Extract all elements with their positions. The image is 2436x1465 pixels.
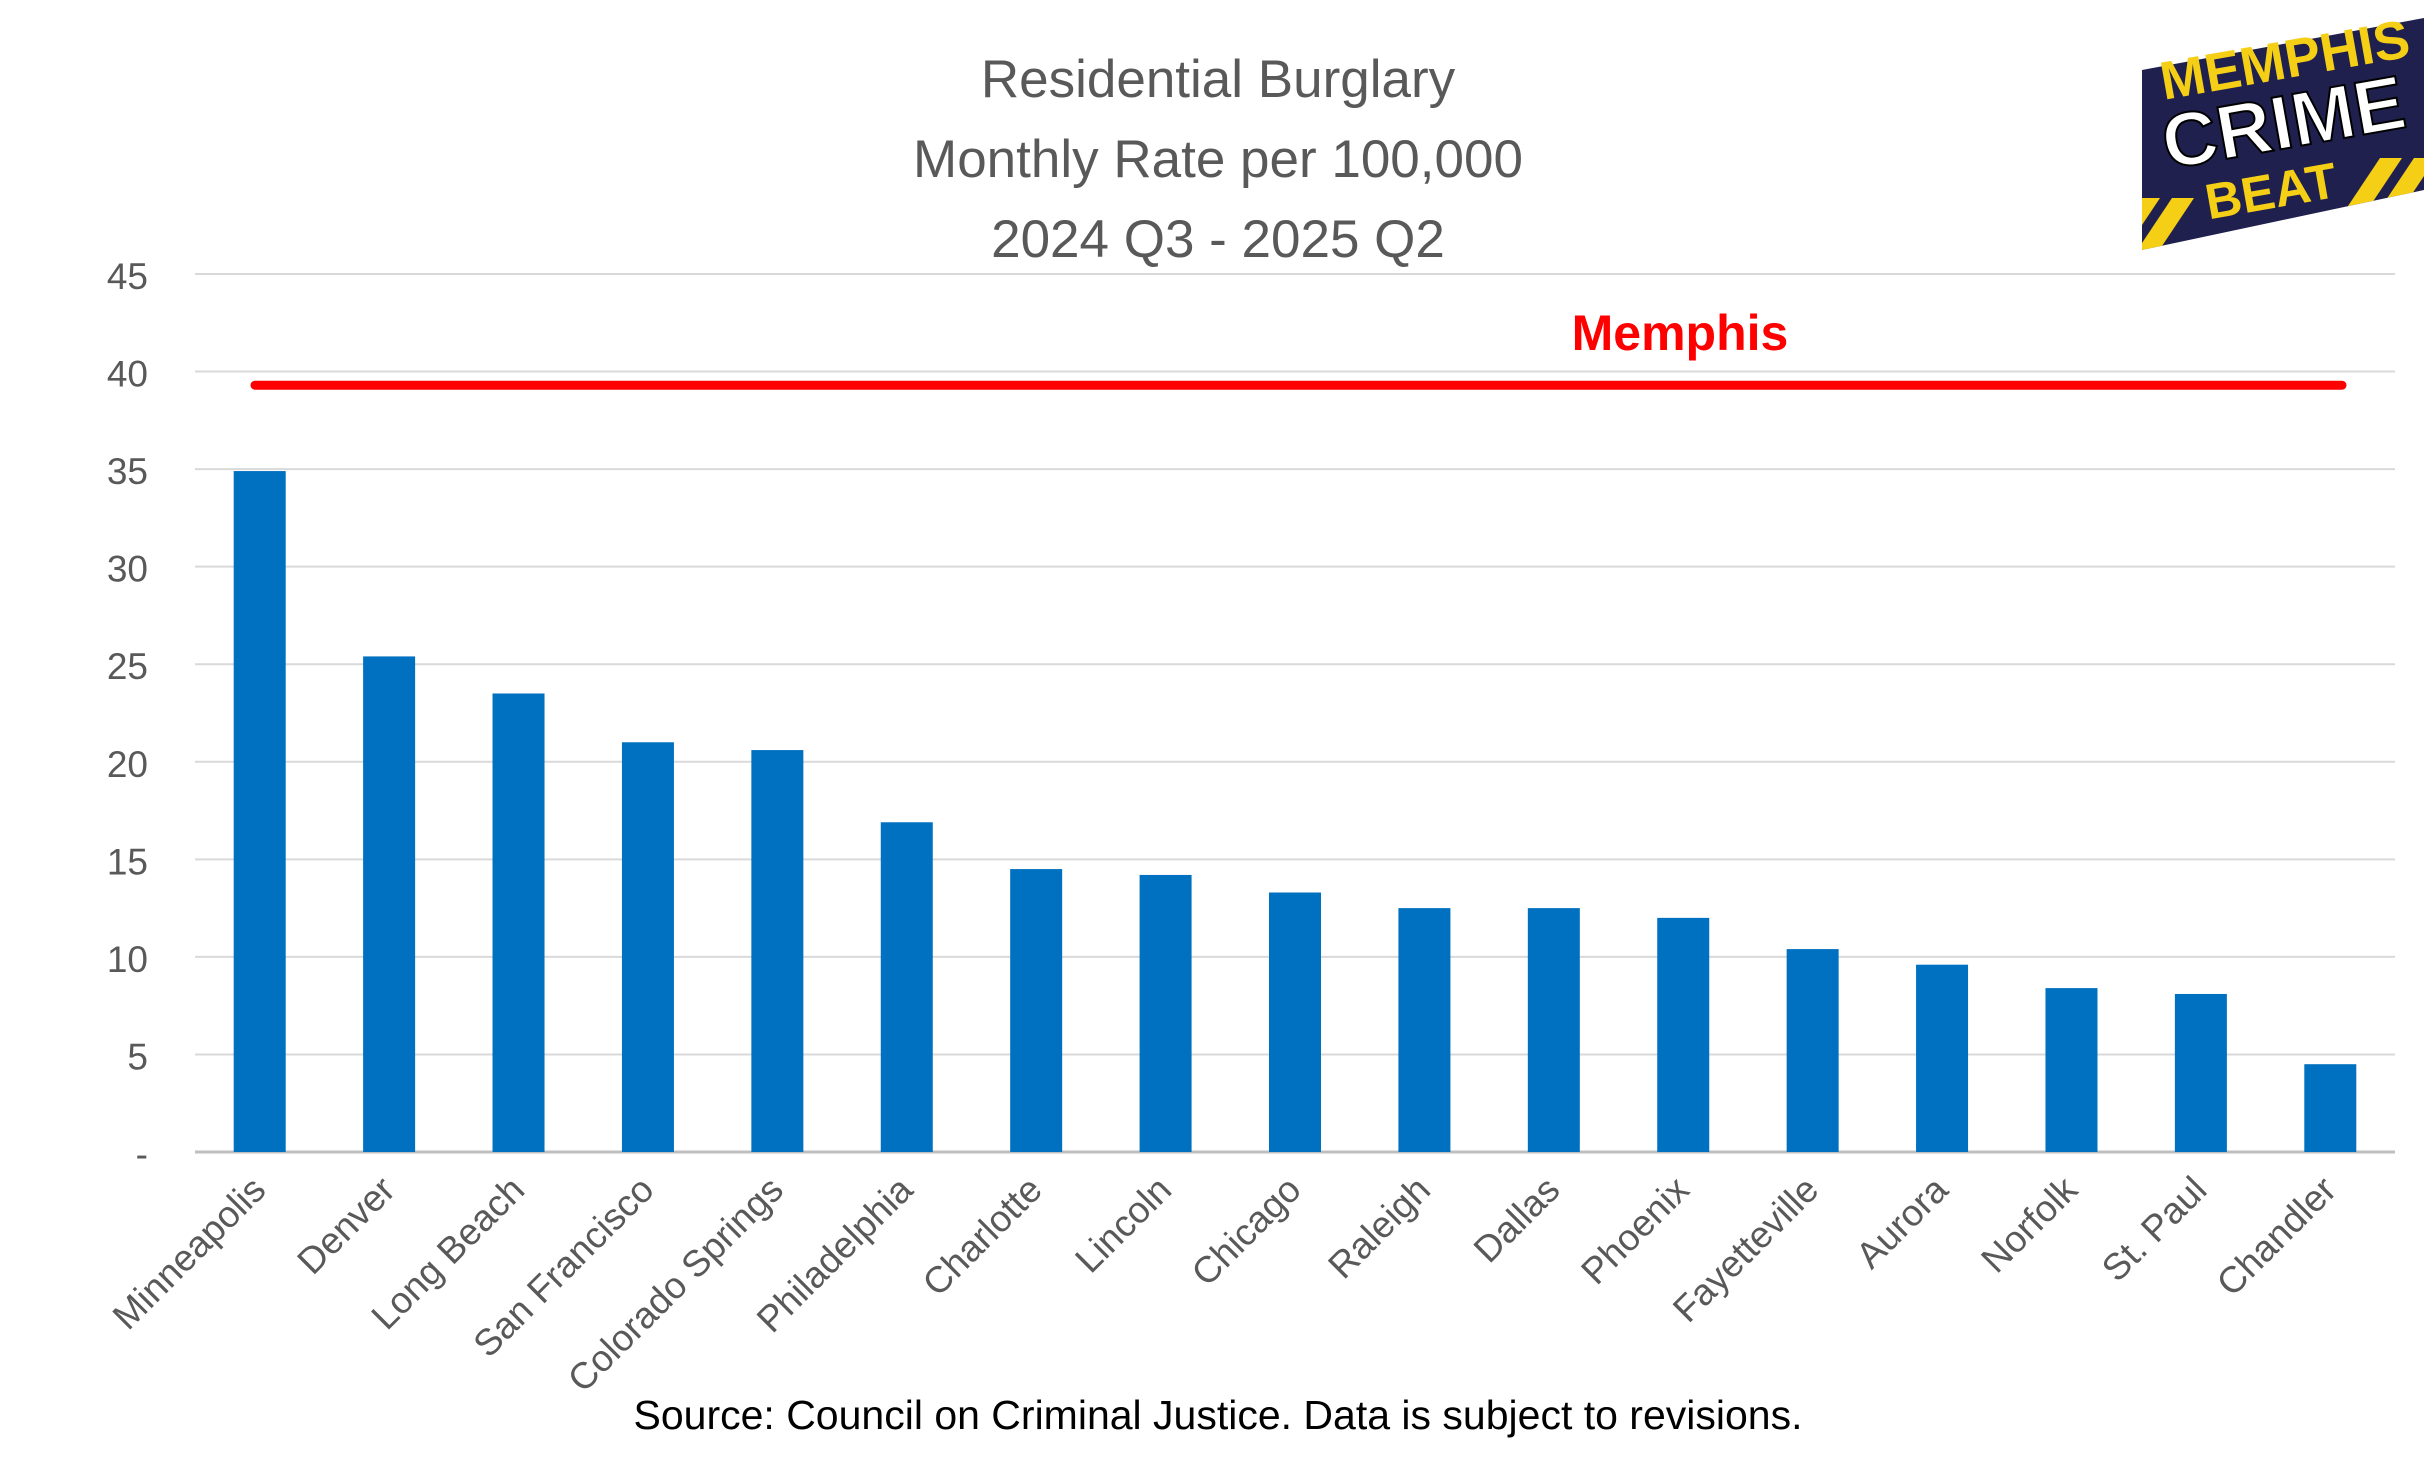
- bar-raleigh: [1398, 908, 1451, 1152]
- chart-title: Residential Burglary Monthly Rate per 10…: [0, 40, 2436, 280]
- y-tick-label: 45: [107, 256, 148, 297]
- x-tick-label: Denver: [289, 1169, 402, 1282]
- bar-lincoln: [1139, 874, 1192, 1152]
- x-tick-label: Aurora: [1848, 1168, 1956, 1276]
- x-tick-label: Norfolk: [1973, 1168, 2085, 1280]
- bar-minneapolis: [233, 471, 286, 1152]
- y-tick-label: 25: [107, 646, 148, 687]
- y-tick-label: 15: [107, 841, 148, 882]
- chart-title-line-1: Residential Burglary: [980, 50, 1456, 109]
- bar-phoenix: [1657, 917, 1710, 1152]
- x-tick-label: Dallas: [1466, 1169, 1568, 1271]
- gridlines: [195, 273, 2395, 1154]
- x-tick-label: Lincoln: [1067, 1169, 1179, 1281]
- y-tick-label: -: [136, 1134, 148, 1175]
- x-tick-label: Minneapolis: [105, 1169, 274, 1338]
- y-tick-label: 30: [107, 549, 148, 590]
- x-tick-label: Colorado Springs: [560, 1169, 791, 1400]
- bar-san-francisco: [621, 742, 674, 1152]
- bar-norfolk: [2045, 988, 2098, 1152]
- bar-long-beach: [492, 693, 545, 1152]
- chart-title-line-3: 2024 Q3 - 2025 Q2: [991, 210, 1445, 269]
- bar-aurora: [1916, 964, 1969, 1152]
- x-tick-label: Chicago: [1184, 1169, 1309, 1294]
- x-tick-label: Raleigh: [1320, 1169, 1438, 1287]
- bar-colorado-springs: [751, 750, 804, 1152]
- logo-background: [2142, 18, 2424, 250]
- bar-chandler: [2304, 1064, 2357, 1152]
- bars: [233, 471, 2357, 1152]
- y-axis-ticks: - 5 10 15 20 25 30 35 40 45: [107, 256, 148, 1175]
- bar-charlotte: [1010, 869, 1063, 1152]
- x-tick-label: St. Paul: [2094, 1169, 2215, 1290]
- y-tick-label: 5: [127, 1036, 148, 1077]
- memphis-crime-beat-logo: MEMPHIS CRIME BEAT: [2142, 18, 2424, 250]
- reference-line-group: Memphis: [250, 305, 2347, 390]
- y-tick-label: 35: [107, 451, 148, 492]
- y-tick-label: 20: [107, 744, 148, 785]
- bar-st-paul: [2174, 993, 2227, 1152]
- bar-dallas: [1527, 908, 1580, 1152]
- y-tick-label: 10: [107, 939, 148, 980]
- y-tick-label: 40: [107, 354, 148, 395]
- bar-chicago: [1269, 892, 1321, 1152]
- x-tick-label: Charlotte: [915, 1169, 1050, 1304]
- chart-title-line-2: Monthly Rate per 100,000: [913, 130, 1523, 189]
- bar-denver: [363, 656, 416, 1152]
- source-note: Source: Council on Criminal Justice. Dat…: [633, 1392, 1803, 1438]
- bar-fayetteville: [1786, 949, 1839, 1152]
- memphis-reference-label: Memphis: [1572, 305, 1789, 361]
- bar-philadelphia: [880, 822, 933, 1152]
- x-tick-label: Chandler: [2209, 1169, 2344, 1304]
- x-tick-label: Phoenix: [1573, 1168, 1697, 1292]
